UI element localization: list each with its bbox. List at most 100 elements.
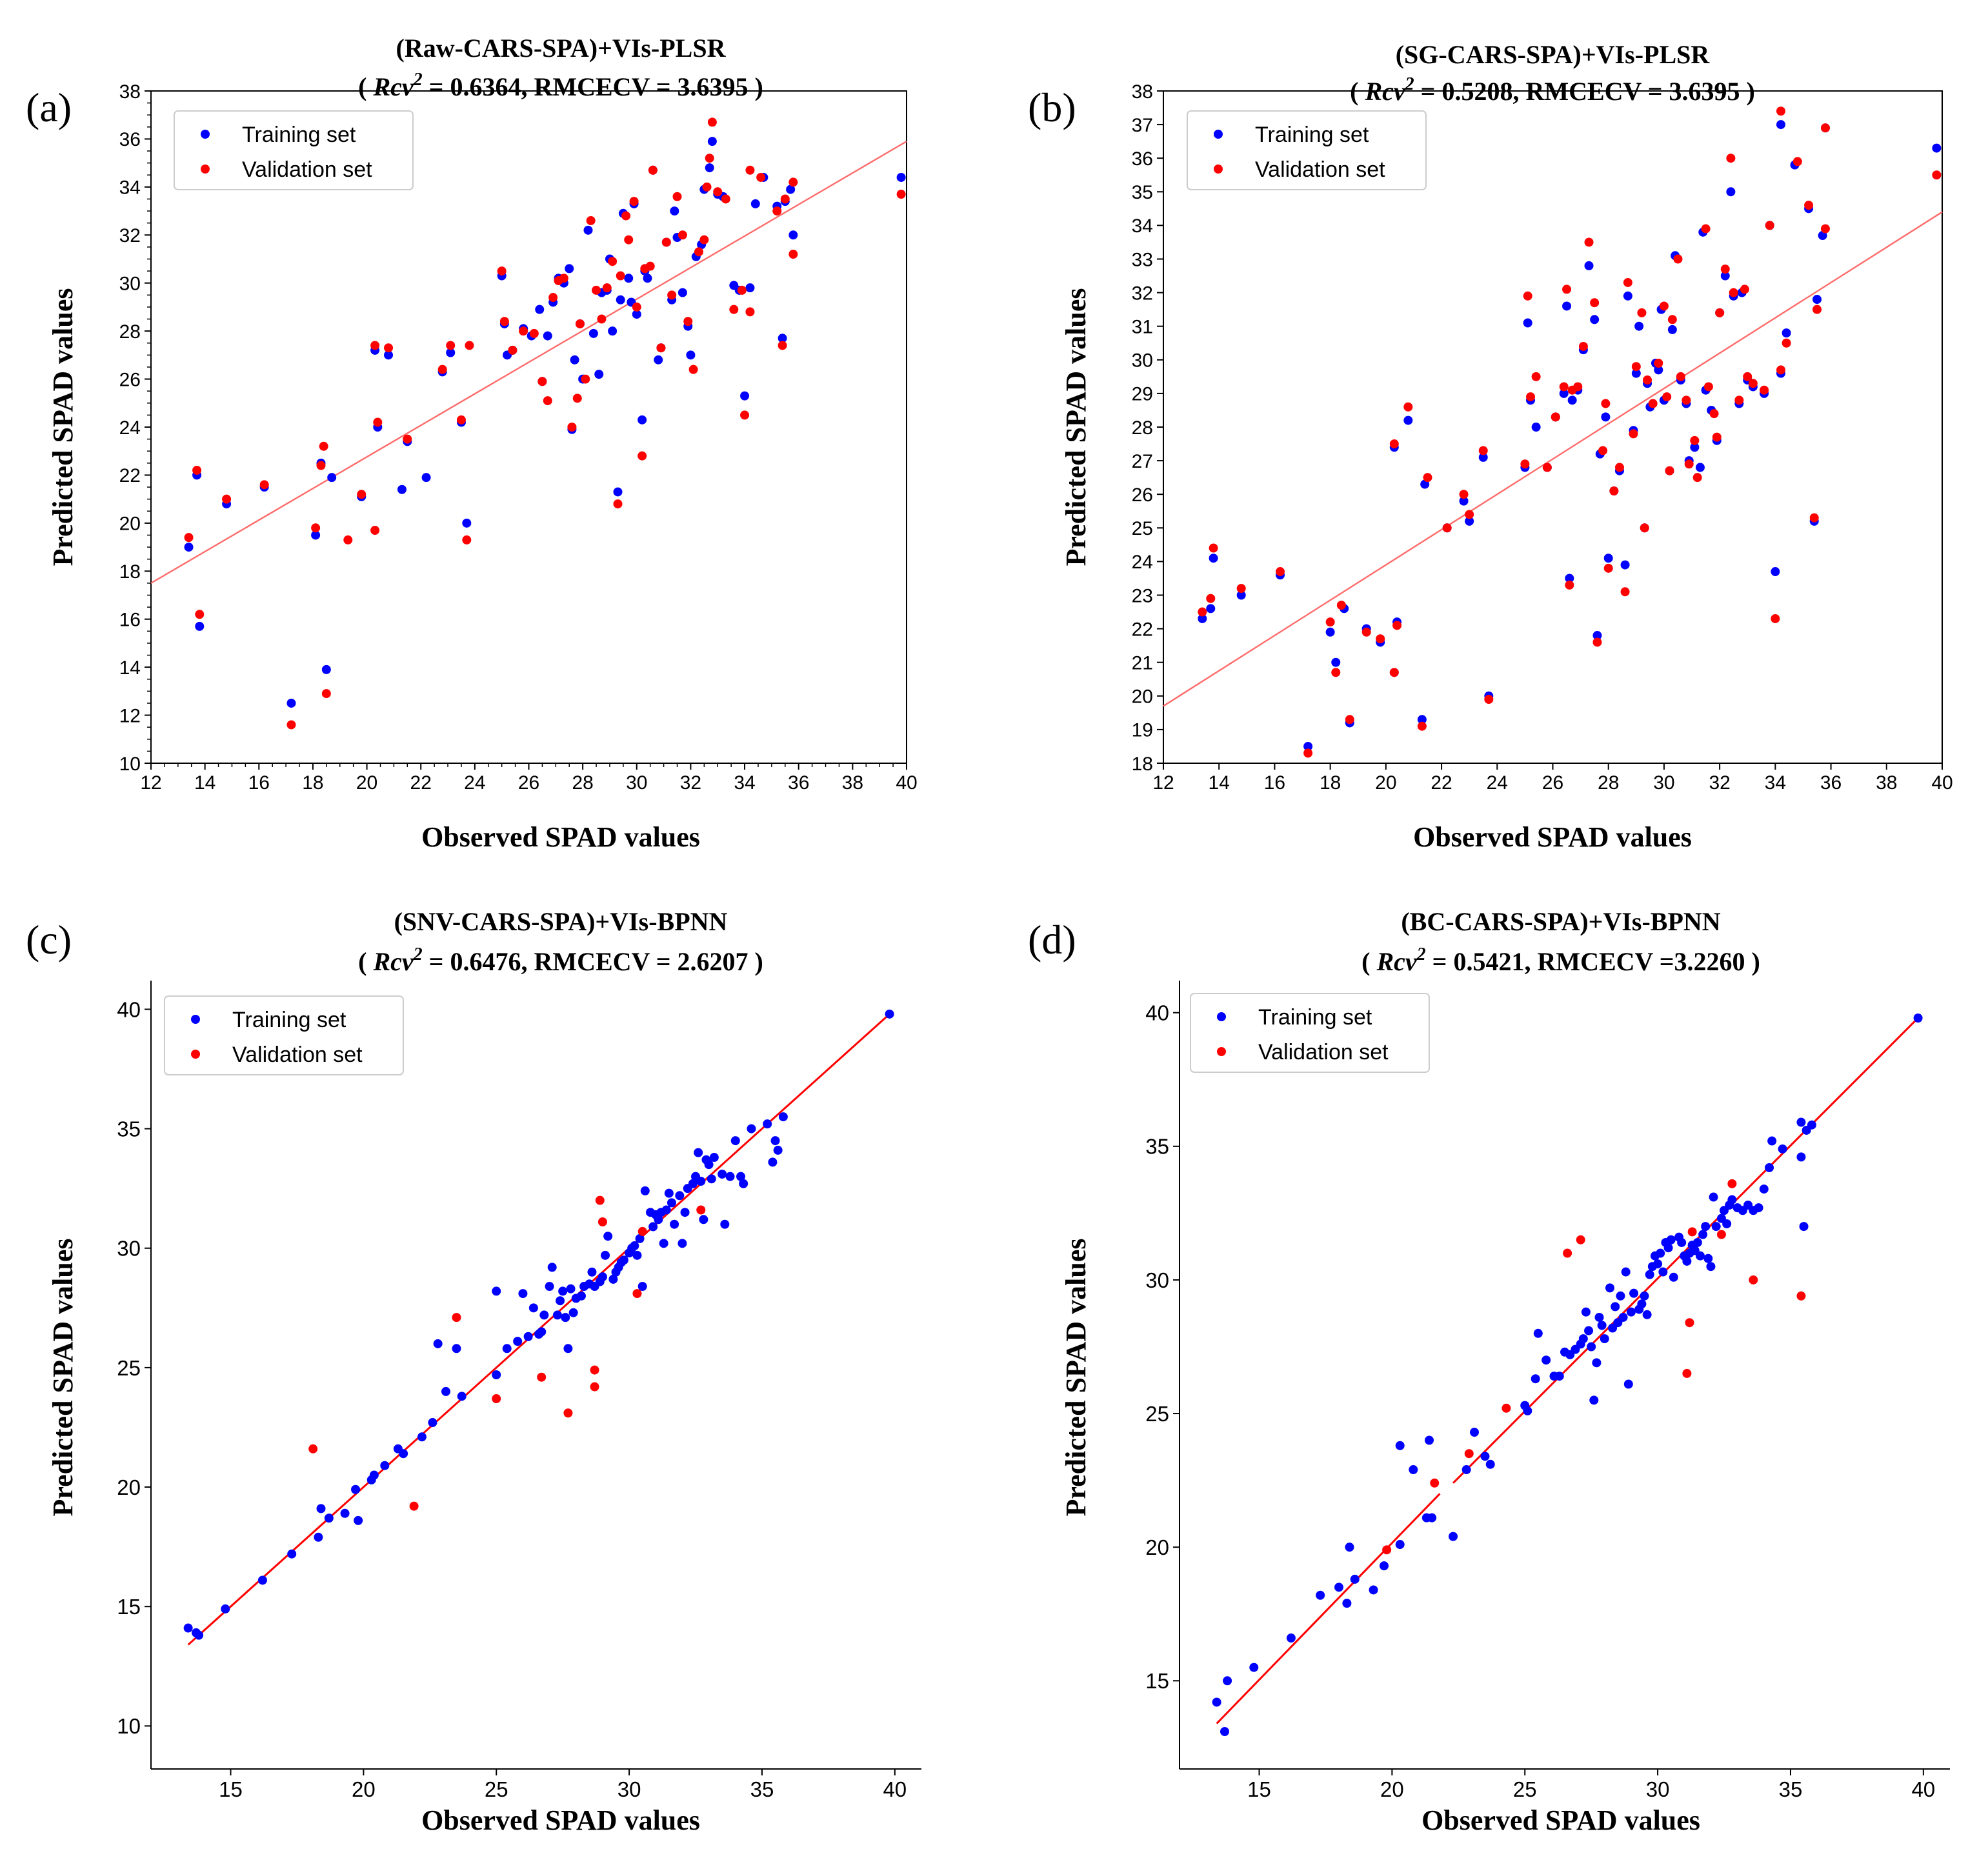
- chart-panel-d: (d) (BC-CARS-SPA)+VIs-BPNN ( Rcv2 = 0.5421…: [1028, 907, 1950, 1836]
- training-point: [1286, 1633, 1296, 1643]
- validation-point: [1682, 1368, 1692, 1378]
- validation-point: [462, 535, 472, 544]
- validation-point: [567, 423, 577, 432]
- training-point: [1485, 1459, 1495, 1469]
- training-point: [1449, 1532, 1458, 1541]
- y-tick-label: 24: [119, 417, 141, 439]
- training-point: [1581, 1307, 1591, 1317]
- validation-point: [688, 365, 698, 374]
- training-point: [369, 1470, 379, 1480]
- training-point: [616, 295, 625, 305]
- validation-point: [699, 235, 709, 245]
- training-point: [678, 288, 687, 297]
- x-tick-label: 24: [1487, 772, 1508, 794]
- validation-point: [1389, 439, 1399, 449]
- validation-point: [1562, 285, 1572, 294]
- validation-point: [497, 266, 507, 276]
- x-tick-label: 32: [1709, 772, 1730, 794]
- validation-point: [1382, 1545, 1392, 1555]
- y-tick-label: 14: [119, 657, 141, 679]
- training-point: [707, 1174, 716, 1184]
- training-point: [704, 1160, 714, 1170]
- x-tick-label: 15: [219, 1777, 243, 1801]
- y-tick-label: 25: [117, 1356, 141, 1380]
- validation-point: [492, 1394, 501, 1404]
- validation-point: [1740, 285, 1749, 294]
- training-point: [603, 1232, 613, 1241]
- legend-validation-label: Validation set: [232, 1043, 363, 1067]
- x-tick-label: 32: [680, 772, 701, 794]
- training-point: [1695, 463, 1705, 472]
- training-point: [287, 1549, 297, 1559]
- training-point: [1621, 1267, 1631, 1277]
- chart-panel-c: (c) (SNV-CARS-SPA)+VIs-BPNN ( Rcv2 = 0.647…: [26, 907, 921, 1836]
- validation-point: [1782, 338, 1791, 348]
- validation-point: [707, 117, 717, 127]
- training-point: [1618, 1312, 1628, 1322]
- validation-point: [1743, 372, 1752, 381]
- training-point: [547, 1263, 557, 1272]
- x-axis-label: Observed SPAD values: [421, 1804, 700, 1836]
- x-tick-label: 30: [626, 772, 647, 794]
- training-point: [556, 1296, 565, 1306]
- training-point: [397, 484, 407, 494]
- training-point: [1631, 368, 1641, 378]
- x-tick-label: 36: [1820, 772, 1842, 794]
- training-point: [788, 230, 798, 240]
- validation-point: [1729, 288, 1738, 297]
- training-point: [545, 1281, 554, 1291]
- validation-point: [1654, 359, 1663, 368]
- training-point: [1642, 1310, 1652, 1319]
- training-point: [638, 415, 647, 425]
- validation-point: [1614, 463, 1624, 472]
- validation-point: [1542, 463, 1552, 472]
- training-point: [1603, 554, 1613, 563]
- x-tick-label: 14: [194, 772, 216, 794]
- y-tick-label: 34: [119, 177, 141, 199]
- validation-point: [1465, 510, 1474, 519]
- chart-metrics: ( Rcv2 = 0.6476, RMCECV = 2.6207 ): [358, 944, 763, 976]
- validation-point: [1459, 490, 1469, 499]
- x-tick-label: 22: [410, 772, 432, 794]
- training-point: [688, 1179, 698, 1188]
- y-tick-label: 33: [1132, 249, 1153, 270]
- y-tick-label: 22: [119, 465, 141, 486]
- validation-point: [1573, 382, 1583, 392]
- validation-point: [222, 494, 232, 504]
- training-point: [661, 1205, 671, 1215]
- validation-point: [1727, 1179, 1737, 1188]
- training-point: [768, 1157, 778, 1167]
- training-point: [1303, 741, 1313, 751]
- training-point: [1611, 1302, 1620, 1312]
- x-tick-label: 15: [1247, 1777, 1271, 1801]
- validation-point: [1565, 580, 1574, 590]
- y-tick-label: 26: [1132, 484, 1153, 506]
- validation-point: [559, 274, 568, 283]
- training-point: [311, 530, 321, 540]
- validation-point: [1403, 402, 1413, 412]
- metric-r-symbol: Rcv: [1376, 947, 1417, 976]
- training-point: [630, 1241, 639, 1251]
- training-point: [570, 355, 579, 365]
- y-axis-label: Predicted SPAD values: [47, 1239, 79, 1517]
- validation-point: [192, 465, 202, 475]
- validation-point: [1692, 473, 1702, 483]
- training-point: [1461, 1465, 1471, 1475]
- training-point: [1601, 412, 1611, 422]
- y-tick-label: 35: [1132, 182, 1153, 203]
- validation-point: [1726, 154, 1736, 163]
- x-tick-label: 25: [485, 1777, 508, 1801]
- validation-point: [702, 182, 712, 192]
- validation-point: [1417, 721, 1427, 731]
- x-tick-label: 18: [302, 772, 323, 794]
- validation-point: [456, 415, 466, 425]
- training-point: [1541, 1355, 1551, 1365]
- y-tick-label: 37: [1132, 115, 1153, 136]
- validation-point: [1792, 157, 1802, 166]
- training-point: [1778, 1144, 1787, 1154]
- validation-point: [1796, 1291, 1806, 1301]
- training-point: [1682, 1256, 1692, 1266]
- training-point: [1720, 271, 1730, 281]
- panel-letter: (d): [1028, 917, 1076, 963]
- metric-r-symbol: Rcv: [372, 947, 414, 976]
